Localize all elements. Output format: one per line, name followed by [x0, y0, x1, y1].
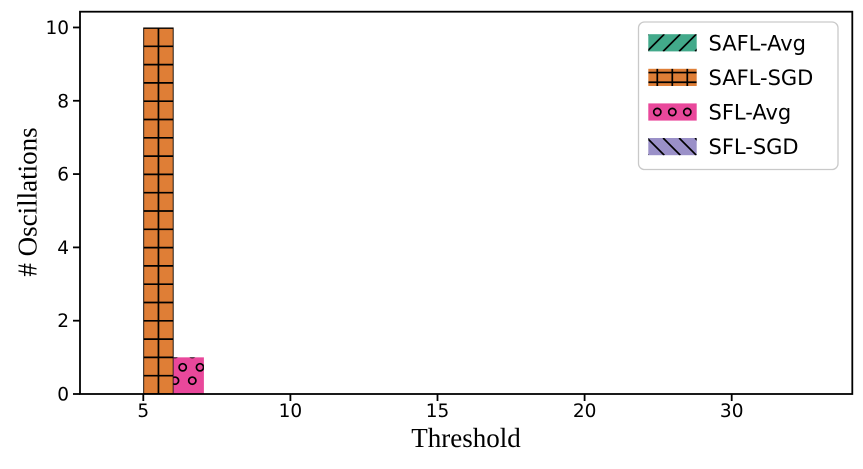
- y-tick-label: 10: [45, 18, 69, 39]
- legend-entry-safl-avg: SAFL-Avg: [648, 31, 807, 55]
- plot-frame: [79, 10, 854, 395]
- x-axis: 5 10 15 20 30: [137, 394, 743, 422]
- y-axis: 0 2 4 6 8 10: [45, 18, 80, 406]
- legend-box: [637, 21, 839, 171]
- legend: SAFL-Avg SAFL-SGD SFL-Avg SFL-SGD: [637, 21, 839, 171]
- legend-entry-sfl-avg: SFL-Avg: [648, 101, 791, 125]
- bars-group: [143, 27, 204, 394]
- legend-label: SAFL-Avg: [709, 31, 807, 55]
- y-tick-label: 4: [57, 238, 69, 259]
- x-tick-label: 5: [137, 401, 149, 422]
- y-tick-label: 2: [57, 311, 69, 332]
- legend-entry-sfl-sgd: SFL-SGD: [648, 135, 799, 159]
- legend-swatch: [648, 103, 697, 121]
- y-tick-label: 0: [57, 385, 69, 406]
- x-tick-label: 15: [426, 401, 450, 422]
- legend-label: SFL-Avg: [709, 101, 792, 125]
- y-tick-label: 6: [57, 165, 69, 186]
- legend-entry-safl-sgd: SAFL-SGD: [648, 66, 813, 90]
- y-tick-label: 8: [57, 91, 69, 112]
- bar-sfl-avg: [173, 357, 204, 394]
- bar-safl-sgd: [143, 27, 174, 394]
- x-axis-label: Threshold: [411, 423, 521, 453]
- legend-label: SAFL-SGD: [709, 66, 814, 90]
- x-tick-label: 30: [720, 401, 744, 422]
- x-tick-label: 10: [279, 401, 303, 422]
- legend-label: SFL-SGD: [709, 135, 799, 159]
- y-axis-label: # Oscillations: [12, 127, 43, 277]
- x-tick-label: 20: [573, 401, 597, 422]
